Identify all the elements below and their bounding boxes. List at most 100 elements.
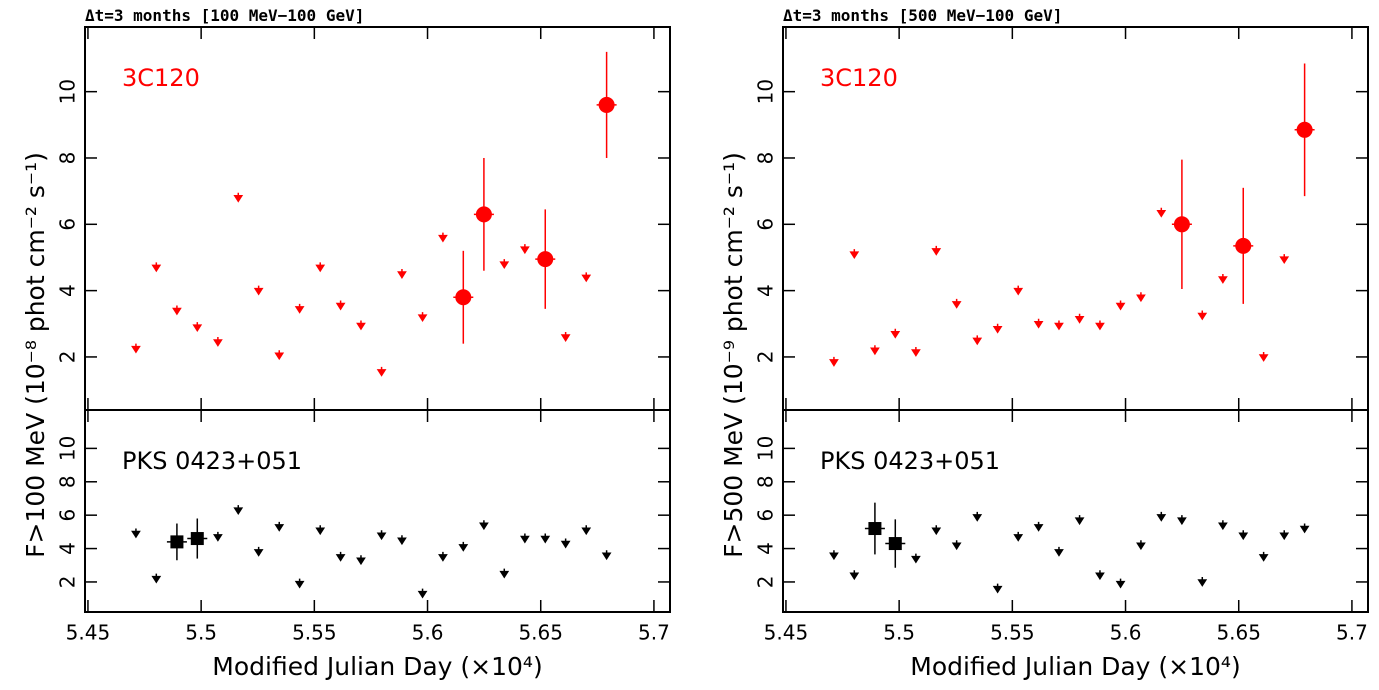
y-tick-label: 4: [754, 284, 778, 297]
upper-limit: [376, 366, 387, 377]
upper-limit: [335, 300, 346, 311]
upper-limit: [315, 262, 326, 273]
upper-limit: [1074, 515, 1085, 526]
upper-limit: [1299, 523, 1310, 534]
upper-limit: [1279, 254, 1290, 265]
source-label: PKS 0423+051: [122, 447, 302, 475]
upper-limit: [356, 320, 366, 331]
upper-limit: [1218, 274, 1228, 284]
upper-limit: [233, 505, 244, 516]
upper-limit: [1177, 515, 1187, 526]
upper-limit: [192, 322, 203, 332]
panel-title: Δt=3 months [500 MeV−100 GeV]: [783, 6, 1062, 25]
x-tick-label: 5.5: [185, 621, 217, 645]
y-tick-label: 8: [754, 152, 778, 165]
upper-limit: [438, 551, 448, 562]
x-axis-label: Modified Julian Day (×10⁴): [910, 652, 1240, 681]
upper-limit: [849, 249, 860, 260]
upper-limit: [253, 285, 264, 296]
upper-limit: [213, 337, 223, 347]
x-tick-label: 5.45: [764, 621, 809, 645]
upper-limit: [951, 540, 962, 551]
y-tick-label: 8: [56, 152, 80, 165]
upper-limit: [499, 568, 510, 579]
y-tick-label: 6: [56, 218, 80, 231]
upper-limit: [1238, 530, 1249, 541]
panel-title: Δt=3 months [100 MeV−100 GeV]: [85, 6, 364, 25]
upper-limit: [829, 550, 839, 561]
source-label: PKS 0423+051: [820, 447, 1000, 475]
upper-limit: [274, 521, 285, 532]
upper-limit: [520, 533, 530, 544]
upper-limit: [911, 346, 921, 357]
upper-limit: [972, 511, 983, 522]
y-tick-label: 4: [56, 542, 80, 555]
data-point: [475, 206, 492, 223]
y-tick-label: 10: [754, 436, 778, 461]
data-point: [455, 289, 472, 306]
upper-limit: [376, 530, 387, 541]
data-point: [598, 96, 615, 113]
upper-limit: [479, 520, 489, 531]
y-tick-label: 2: [56, 351, 80, 364]
upper-limit: [1074, 313, 1085, 324]
upper-limit: [581, 525, 592, 536]
upper-limit: [417, 312, 428, 323]
upper-limit: [335, 551, 346, 562]
y-tick-label: 8: [56, 475, 80, 488]
upper-limit: [131, 528, 141, 539]
x-tick-label: 5.45: [66, 621, 111, 645]
x-tick-label: 5.7: [638, 621, 670, 645]
upper-limit: [849, 570, 860, 581]
data-point: [888, 537, 902, 551]
upper-limit: [1095, 320, 1105, 331]
data-point: [1173, 216, 1190, 233]
plot-frame: [782, 409, 1369, 613]
x-tick-label: 5.6: [1110, 621, 1142, 645]
y-tick-label: 4: [56, 284, 80, 297]
y-tick-label: 8: [754, 475, 778, 488]
upper-limit: [397, 269, 407, 279]
x-axis-label: Modified Julian Day (×10⁴): [212, 652, 542, 681]
data-point: [190, 532, 204, 546]
upper-limit: [1258, 351, 1269, 362]
upper-limit: [1258, 551, 1269, 562]
y-tick-label: 2: [754, 351, 778, 364]
y-tick-label: 10: [56, 79, 80, 104]
upper-limit: [417, 588, 428, 599]
upper-limit: [151, 262, 162, 273]
data-point: [170, 535, 184, 549]
y-tick-label: 6: [56, 509, 80, 522]
upper-limit: [1013, 531, 1024, 542]
upper-limit: [131, 343, 141, 354]
upper-limit: [1156, 511, 1167, 522]
data-point: [537, 251, 554, 268]
y-axis-label: F>500 MeV (10⁻⁹ phot cm⁻² s⁻¹): [719, 152, 748, 558]
upper-limit: [253, 546, 264, 557]
upper-limit: [151, 573, 162, 584]
upper-limit: [1197, 310, 1208, 321]
upper-limit: [890, 328, 901, 339]
upper-limit: [1156, 207, 1167, 218]
upper-limit: [294, 578, 305, 589]
y-tick-label: 2: [754, 576, 778, 589]
y-tick-label: 4: [754, 542, 778, 555]
x-tick-label: 5.55: [292, 621, 337, 645]
upper-limit: [560, 538, 571, 549]
data-point: [1235, 237, 1252, 254]
upper-limit: [870, 345, 880, 356]
upper-limit: [458, 541, 469, 552]
upper-limit: [601, 550, 612, 561]
upper-limit: [972, 335, 983, 346]
upper-limit: [1279, 530, 1290, 541]
upper-limit: [931, 245, 942, 256]
upper-limit: [356, 555, 366, 566]
upper-limit: [499, 259, 510, 269]
upper-limit: [829, 356, 839, 367]
upper-limit: [1115, 578, 1126, 589]
upper-limit: [951, 298, 962, 309]
y-tick-label: 10: [56, 436, 80, 461]
upper-limit: [520, 244, 530, 255]
source-label: 3C120: [820, 64, 898, 92]
